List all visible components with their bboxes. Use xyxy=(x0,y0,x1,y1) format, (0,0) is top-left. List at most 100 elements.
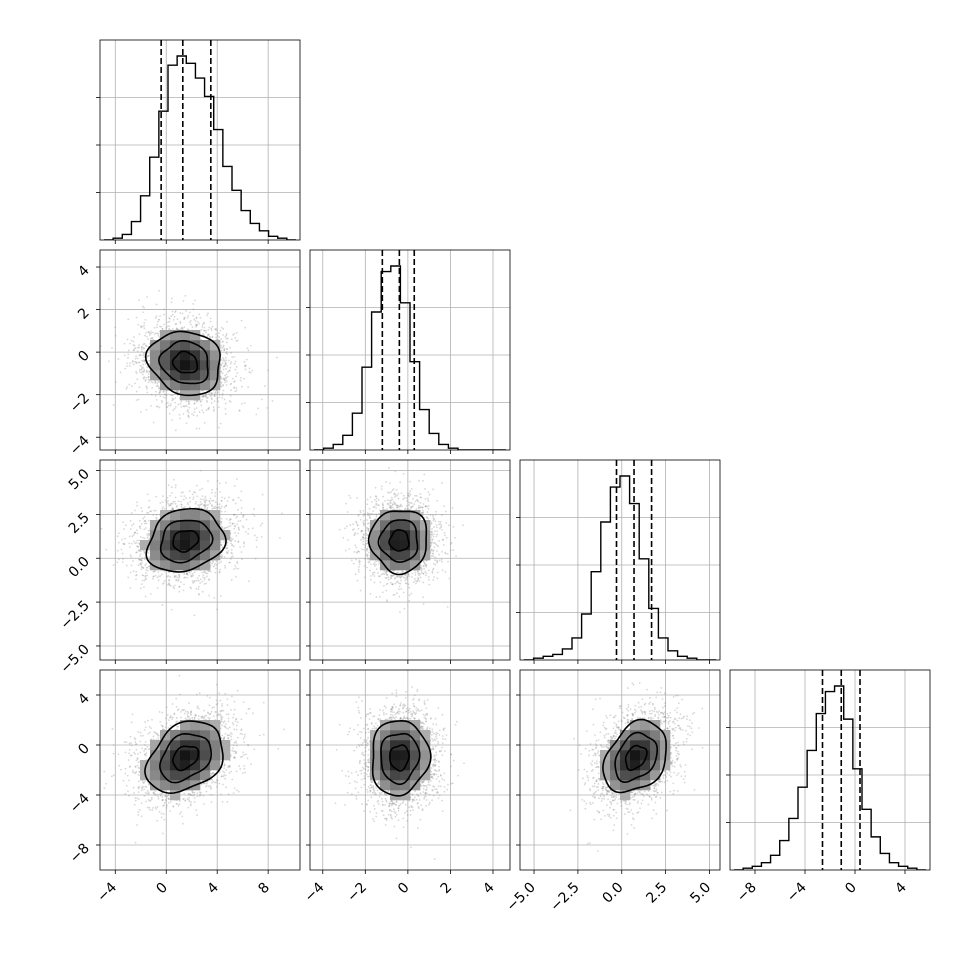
sample-point xyxy=(238,528,240,531)
sample-point xyxy=(111,347,113,349)
sample-point xyxy=(134,531,137,534)
sample-point xyxy=(204,395,207,398)
sample-point xyxy=(178,576,181,579)
sample-point xyxy=(237,541,240,544)
sample-point xyxy=(187,503,190,506)
sample-point xyxy=(161,501,164,504)
sample-point xyxy=(229,394,232,397)
sample-point xyxy=(248,367,251,370)
sample-point xyxy=(222,383,225,386)
sample-point xyxy=(145,371,148,373)
sample-point xyxy=(163,393,166,396)
sample-point xyxy=(434,563,437,566)
sample-point xyxy=(208,500,211,503)
sample-point xyxy=(132,560,134,562)
sample-point xyxy=(240,319,243,322)
sample-point xyxy=(154,381,157,384)
sample-point xyxy=(145,566,148,569)
sample-point xyxy=(253,534,256,537)
sample-point xyxy=(210,402,213,404)
sample-point xyxy=(261,493,264,496)
sample-point xyxy=(168,325,171,327)
sample-point xyxy=(145,577,148,580)
sample-point xyxy=(133,347,136,350)
sample-point xyxy=(185,309,187,312)
sample-point xyxy=(252,513,254,515)
sample-point xyxy=(183,317,186,320)
sample-point xyxy=(188,506,191,509)
sample-point xyxy=(222,378,225,381)
sample-point xyxy=(236,562,239,565)
sample-point xyxy=(220,556,223,558)
scatter-panel-1-0 xyxy=(100,250,300,450)
sample-point xyxy=(233,527,236,530)
sample-point xyxy=(215,563,218,566)
y-tick-label: 2 xyxy=(75,305,93,323)
hist-panel-3 xyxy=(730,670,930,870)
sample-point xyxy=(146,296,148,298)
sample-point xyxy=(237,526,240,529)
sample-point xyxy=(170,394,173,397)
sample-point xyxy=(190,574,192,577)
sample-point xyxy=(178,590,181,593)
sample-point xyxy=(201,324,204,326)
sample-point xyxy=(241,525,244,528)
sample-point xyxy=(230,389,232,391)
sample-point xyxy=(241,402,243,405)
sample-point xyxy=(150,404,152,407)
y-tick-label: 0.0 xyxy=(66,554,93,581)
sample-point xyxy=(218,406,220,409)
density-cell xyxy=(170,380,181,391)
sample-point xyxy=(233,332,236,335)
sample-point xyxy=(234,565,237,567)
sample-point xyxy=(142,343,145,346)
sample-point xyxy=(230,382,233,385)
sample-point xyxy=(187,411,190,414)
density-cell xyxy=(200,360,211,371)
sample-point xyxy=(223,347,226,350)
sample-point xyxy=(261,522,264,525)
sample-point xyxy=(122,557,124,560)
sample-point xyxy=(144,520,147,522)
sample-point xyxy=(138,361,141,364)
sample-point xyxy=(420,569,423,572)
sample-point xyxy=(156,384,159,387)
sample-point xyxy=(223,349,226,351)
sample-point xyxy=(196,323,198,326)
density-cell xyxy=(160,560,171,571)
sample-point xyxy=(143,359,145,362)
sample-point xyxy=(140,583,143,585)
sample-point xyxy=(390,502,392,505)
sample-point xyxy=(221,554,223,556)
sample-point xyxy=(216,392,219,395)
sample-point xyxy=(157,333,160,335)
sample-point xyxy=(146,391,149,394)
sample-point xyxy=(138,539,141,542)
sample-point xyxy=(236,523,239,526)
density-cell xyxy=(190,530,201,541)
sample-point xyxy=(116,561,119,564)
density-cell xyxy=(180,380,191,391)
sample-point xyxy=(198,504,201,507)
sample-point xyxy=(141,325,144,328)
sample-point xyxy=(157,575,160,578)
sample-point xyxy=(230,351,233,354)
sample-point xyxy=(271,400,274,402)
sample-point xyxy=(214,567,217,570)
sample-point xyxy=(193,318,196,321)
sample-point xyxy=(145,369,148,372)
sample-point xyxy=(202,574,205,577)
sample-point xyxy=(135,574,137,577)
sample-point xyxy=(143,551,146,553)
sample-point xyxy=(222,368,225,371)
sample-point xyxy=(230,361,233,363)
sample-point xyxy=(193,402,196,405)
sample-point xyxy=(227,549,230,552)
sample-point xyxy=(116,549,119,552)
sample-point xyxy=(144,379,147,382)
sample-point xyxy=(205,499,208,502)
sample-point xyxy=(168,583,171,585)
density-cell xyxy=(150,560,161,571)
sample-point xyxy=(198,322,201,325)
sample-point xyxy=(369,569,371,572)
